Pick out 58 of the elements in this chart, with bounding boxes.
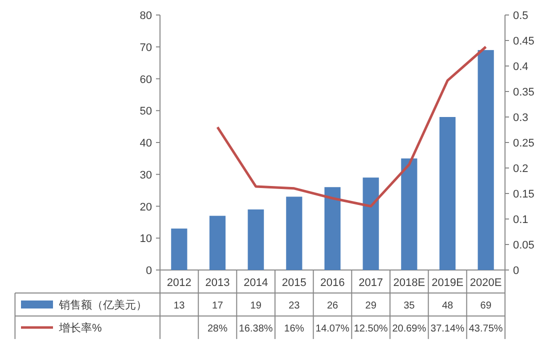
data-label: 37.14% xyxy=(430,324,465,334)
data-label: 48 xyxy=(442,300,454,312)
y2-tick-label: 0 xyxy=(513,265,520,277)
data-label: 43.75% xyxy=(468,324,503,334)
y2-tick-label: 0.5 xyxy=(513,10,528,22)
data-label: 35 xyxy=(404,300,416,312)
legend-label: 增长率% xyxy=(58,322,102,334)
line-series xyxy=(216,46,488,208)
data-label: 13 xyxy=(174,300,186,312)
bar xyxy=(401,158,418,270)
y-tick-label: 50 xyxy=(140,106,152,118)
data-label: 69 xyxy=(480,300,492,312)
data-label: 19 xyxy=(250,300,262,312)
y2-tick-label: 0.15 xyxy=(513,188,534,200)
x-tick-label: 2019E xyxy=(432,277,464,289)
y2-tick-label: 0.2 xyxy=(513,163,528,175)
x-tick-label: 2014 xyxy=(244,277,268,289)
y-tick-label: 10 xyxy=(140,233,152,246)
data-label: 17 xyxy=(212,300,224,312)
data-label: 14.07% xyxy=(316,324,350,334)
bar xyxy=(248,209,264,270)
x-tick-label: 2013 xyxy=(205,277,230,289)
data-label: 12.50% xyxy=(354,324,388,334)
y2-tick-label: 0.45 xyxy=(513,36,534,48)
x-tick-label: 2012 xyxy=(166,277,192,289)
data-label: 23 xyxy=(288,300,300,312)
x-tick-label: 2015 xyxy=(282,277,306,289)
legend-label: 销售额（亿美元） xyxy=(58,298,147,312)
y-tick-label: 0 xyxy=(146,265,152,277)
y-tick-label: 20 xyxy=(140,201,152,214)
bar xyxy=(209,216,226,270)
bar xyxy=(171,228,188,270)
y2-tick-label: 0.1 xyxy=(513,214,528,226)
y2-tick-label: 0.05 xyxy=(513,240,534,252)
data-label: 20.69% xyxy=(392,324,426,334)
x-tick-label: 2018E xyxy=(393,277,426,289)
data-label: 29 xyxy=(365,300,377,312)
y2-tick-label: 0.35 xyxy=(513,86,534,98)
y2-tick-label: 0.3 xyxy=(513,112,528,124)
bar xyxy=(478,50,494,270)
y2-tick-label: 0.4 xyxy=(513,61,528,73)
data-label: 26 xyxy=(326,300,338,312)
y-tick-label: 60 xyxy=(140,74,152,86)
bar xyxy=(286,196,302,270)
y-tick-label: 40 xyxy=(140,138,152,150)
bar xyxy=(439,117,456,270)
bar xyxy=(362,178,379,270)
x-tick-label: 2017 xyxy=(358,277,384,289)
data-label: 16% xyxy=(284,324,304,334)
data-label: 28% xyxy=(207,324,228,334)
x-tick-label: 2020E xyxy=(470,277,502,289)
data-label: 16.38% xyxy=(238,324,273,334)
bar xyxy=(324,187,341,270)
y2-tick-label: 0.25 xyxy=(513,138,534,150)
x-tick-label: 2016 xyxy=(320,277,345,289)
y-tick-label: 30 xyxy=(140,169,152,182)
y-tick-label: 70 xyxy=(140,42,152,54)
y-tick-label: 80 xyxy=(140,10,152,22)
